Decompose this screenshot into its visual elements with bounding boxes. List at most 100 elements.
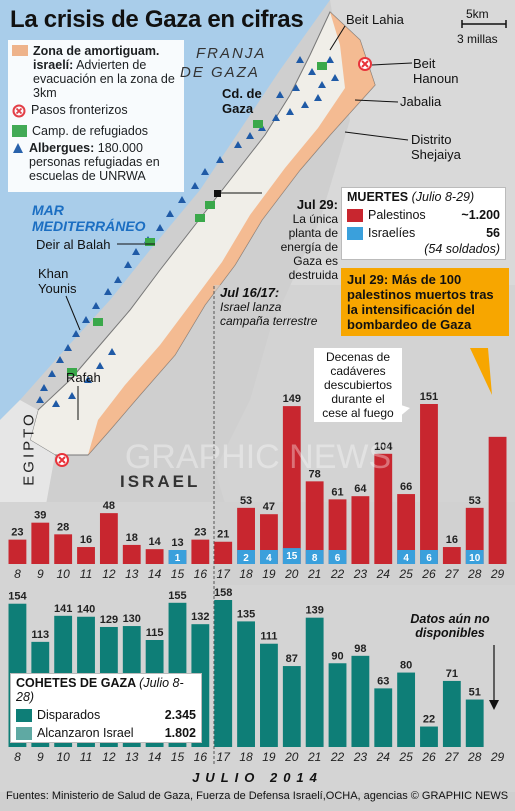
- shelter-icon: [308, 68, 316, 75]
- rockets-bar: [397, 672, 416, 747]
- shelter-icon: [326, 56, 334, 63]
- deaths-israeli-bar: [282, 548, 301, 564]
- deaths-bar: [191, 539, 210, 564]
- deaths-x-tick: 14: [148, 567, 162, 581]
- deaths-bar: [99, 513, 118, 564]
- deaths-legend-isr: Israelíes 56: [342, 224, 505, 242]
- deaths-x-tick: 10: [56, 567, 70, 581]
- deaths-bar: [397, 494, 416, 564]
- buffer-zone: [88, 12, 375, 455]
- rockets-x-tick: 18: [239, 750, 253, 764]
- rockets-x-tick: 28: [467, 750, 482, 764]
- deaths-israeli-label: 6: [335, 553, 341, 564]
- deaths-value-label: 16: [80, 534, 92, 546]
- campaign-date: Jul 16/17:: [220, 285, 280, 300]
- deaths-value-label: 64: [354, 483, 367, 495]
- rockets-bar: [465, 699, 484, 747]
- rockets-value-label: 132: [191, 611, 209, 623]
- deaths-x-tick: 17: [217, 567, 232, 581]
- deaths-value-label: 21: [217, 529, 229, 541]
- rockets-value-label: 129: [100, 614, 118, 626]
- rockets-legend: COHETES DE GAZA (Julio 8-28) Disparados 2…: [10, 673, 202, 743]
- watermark: GRAPHIC NEWS: [125, 438, 391, 476]
- place-gaza-city: Cd. de Gaza: [222, 86, 262, 116]
- rockets-value-label: 139: [305, 605, 323, 617]
- legend-buffer-desc: Advierten de evacuación en la zona de 3k…: [33, 58, 175, 100]
- place-deir-al-balah: Deir al Balah: [36, 237, 111, 252]
- scale-km: 5km: [466, 7, 489, 21]
- page-title: La crisis de Gaza en cifras: [10, 6, 304, 33]
- deaths-bar: [305, 481, 324, 564]
- shelter-icon: [36, 396, 44, 403]
- deaths-x-tick: 8: [14, 567, 21, 581]
- rockets-x-tick: 9: [37, 750, 44, 764]
- shelter-icon: [301, 101, 309, 108]
- rockets-bar: [282, 666, 301, 747]
- deaths-legend-pal: Palestinos ~1.200: [342, 206, 505, 224]
- deaths-value-label: 104: [374, 441, 393, 453]
- rockets-x-tick: 10: [56, 750, 70, 764]
- map-label-de-gaza: DE GAZA: [180, 64, 260, 81]
- deaths-value-label: 13: [171, 537, 183, 549]
- deaths-bar: [145, 549, 164, 564]
- rockets-x-tick: 22: [330, 750, 345, 764]
- pal-swatch-icon: [347, 209, 363, 222]
- rockets-x-tick: 23: [353, 750, 368, 764]
- deaths-israeli-label: 15: [286, 551, 298, 562]
- camp-icon: [205, 201, 215, 209]
- rockets-x-tick: 20: [284, 750, 299, 764]
- rockets-x-tick: 15: [171, 750, 185, 764]
- rockets-value-label: 154: [8, 591, 27, 603]
- crossing-icon: [55, 453, 69, 467]
- deaths-bar: [351, 496, 370, 564]
- deaths-israeli-label: 1: [175, 553, 181, 564]
- shelter-icon: [272, 114, 280, 121]
- deaths-value-label: 48: [103, 500, 115, 512]
- rockets-value-label: 63: [377, 675, 389, 687]
- rockets-x-tick: 27: [444, 750, 460, 764]
- deaths-value-label: 28: [57, 521, 69, 533]
- rockets-x-tick: 17: [217, 750, 232, 764]
- deaths-x-tick: 19: [262, 567, 276, 581]
- fired-value: 2.345: [164, 708, 196, 722]
- deaths-value-label: 23: [194, 527, 206, 539]
- rockets-bar: [260, 643, 278, 747]
- campaign-note: Jul 16/17: Israel lanza campaña terrestr…: [220, 285, 320, 329]
- deaths-israeli-bar: [397, 550, 416, 564]
- power-plant-date: Jul 29:: [296, 197, 338, 212]
- deaths-israeli-bar: [260, 550, 278, 564]
- rockets-x-tick: 13: [125, 750, 139, 764]
- shelter-icon: [92, 302, 100, 309]
- place-beit-hanoun: Beit Hanoun: [413, 56, 459, 86]
- deaths-x-tick: 27: [444, 567, 460, 581]
- ceasefire-note: Decenas de cadáveres descubiertos durant…: [314, 348, 402, 422]
- deaths-bar: [77, 547, 95, 564]
- deaths-israeli-bar: [465, 550, 484, 564]
- power-plant-icon: [214, 190, 221, 197]
- deaths-bar: [31, 522, 50, 564]
- shelter-icon: [52, 400, 60, 407]
- rockets-legend-hit: Alcanzaron Israel 1.802: [11, 724, 201, 742]
- rockets-value-label: 135: [237, 608, 255, 620]
- shelter-icon: [96, 362, 104, 369]
- shelter-icon: [216, 156, 224, 163]
- deaths-bar: [122, 544, 141, 564]
- rockets-x-tick: 14: [148, 750, 162, 764]
- rockets-x-tick: 11: [80, 750, 92, 764]
- camp-icon: [253, 120, 263, 128]
- rockets-bar: [420, 726, 438, 747]
- deaths-x-tick: 18: [239, 567, 253, 581]
- rockets-x-tick: 24: [376, 750, 391, 764]
- camp-icon: [93, 318, 103, 326]
- deaths-x-tick: 16: [194, 567, 208, 581]
- shelter-icon: [286, 108, 294, 115]
- deaths-israeli-bar: [237, 550, 255, 564]
- rockets-value-label: 90: [331, 650, 343, 662]
- fired-label: Disparados: [37, 708, 101, 722]
- hit-swatch-icon: [16, 727, 32, 740]
- shelter-icon: [104, 288, 112, 295]
- deaths-value-label: 39: [34, 510, 46, 522]
- rockets-legend-header: COHETES DE GAZA (Julio 8-28): [11, 674, 201, 706]
- deaths-bar: [214, 541, 233, 564]
